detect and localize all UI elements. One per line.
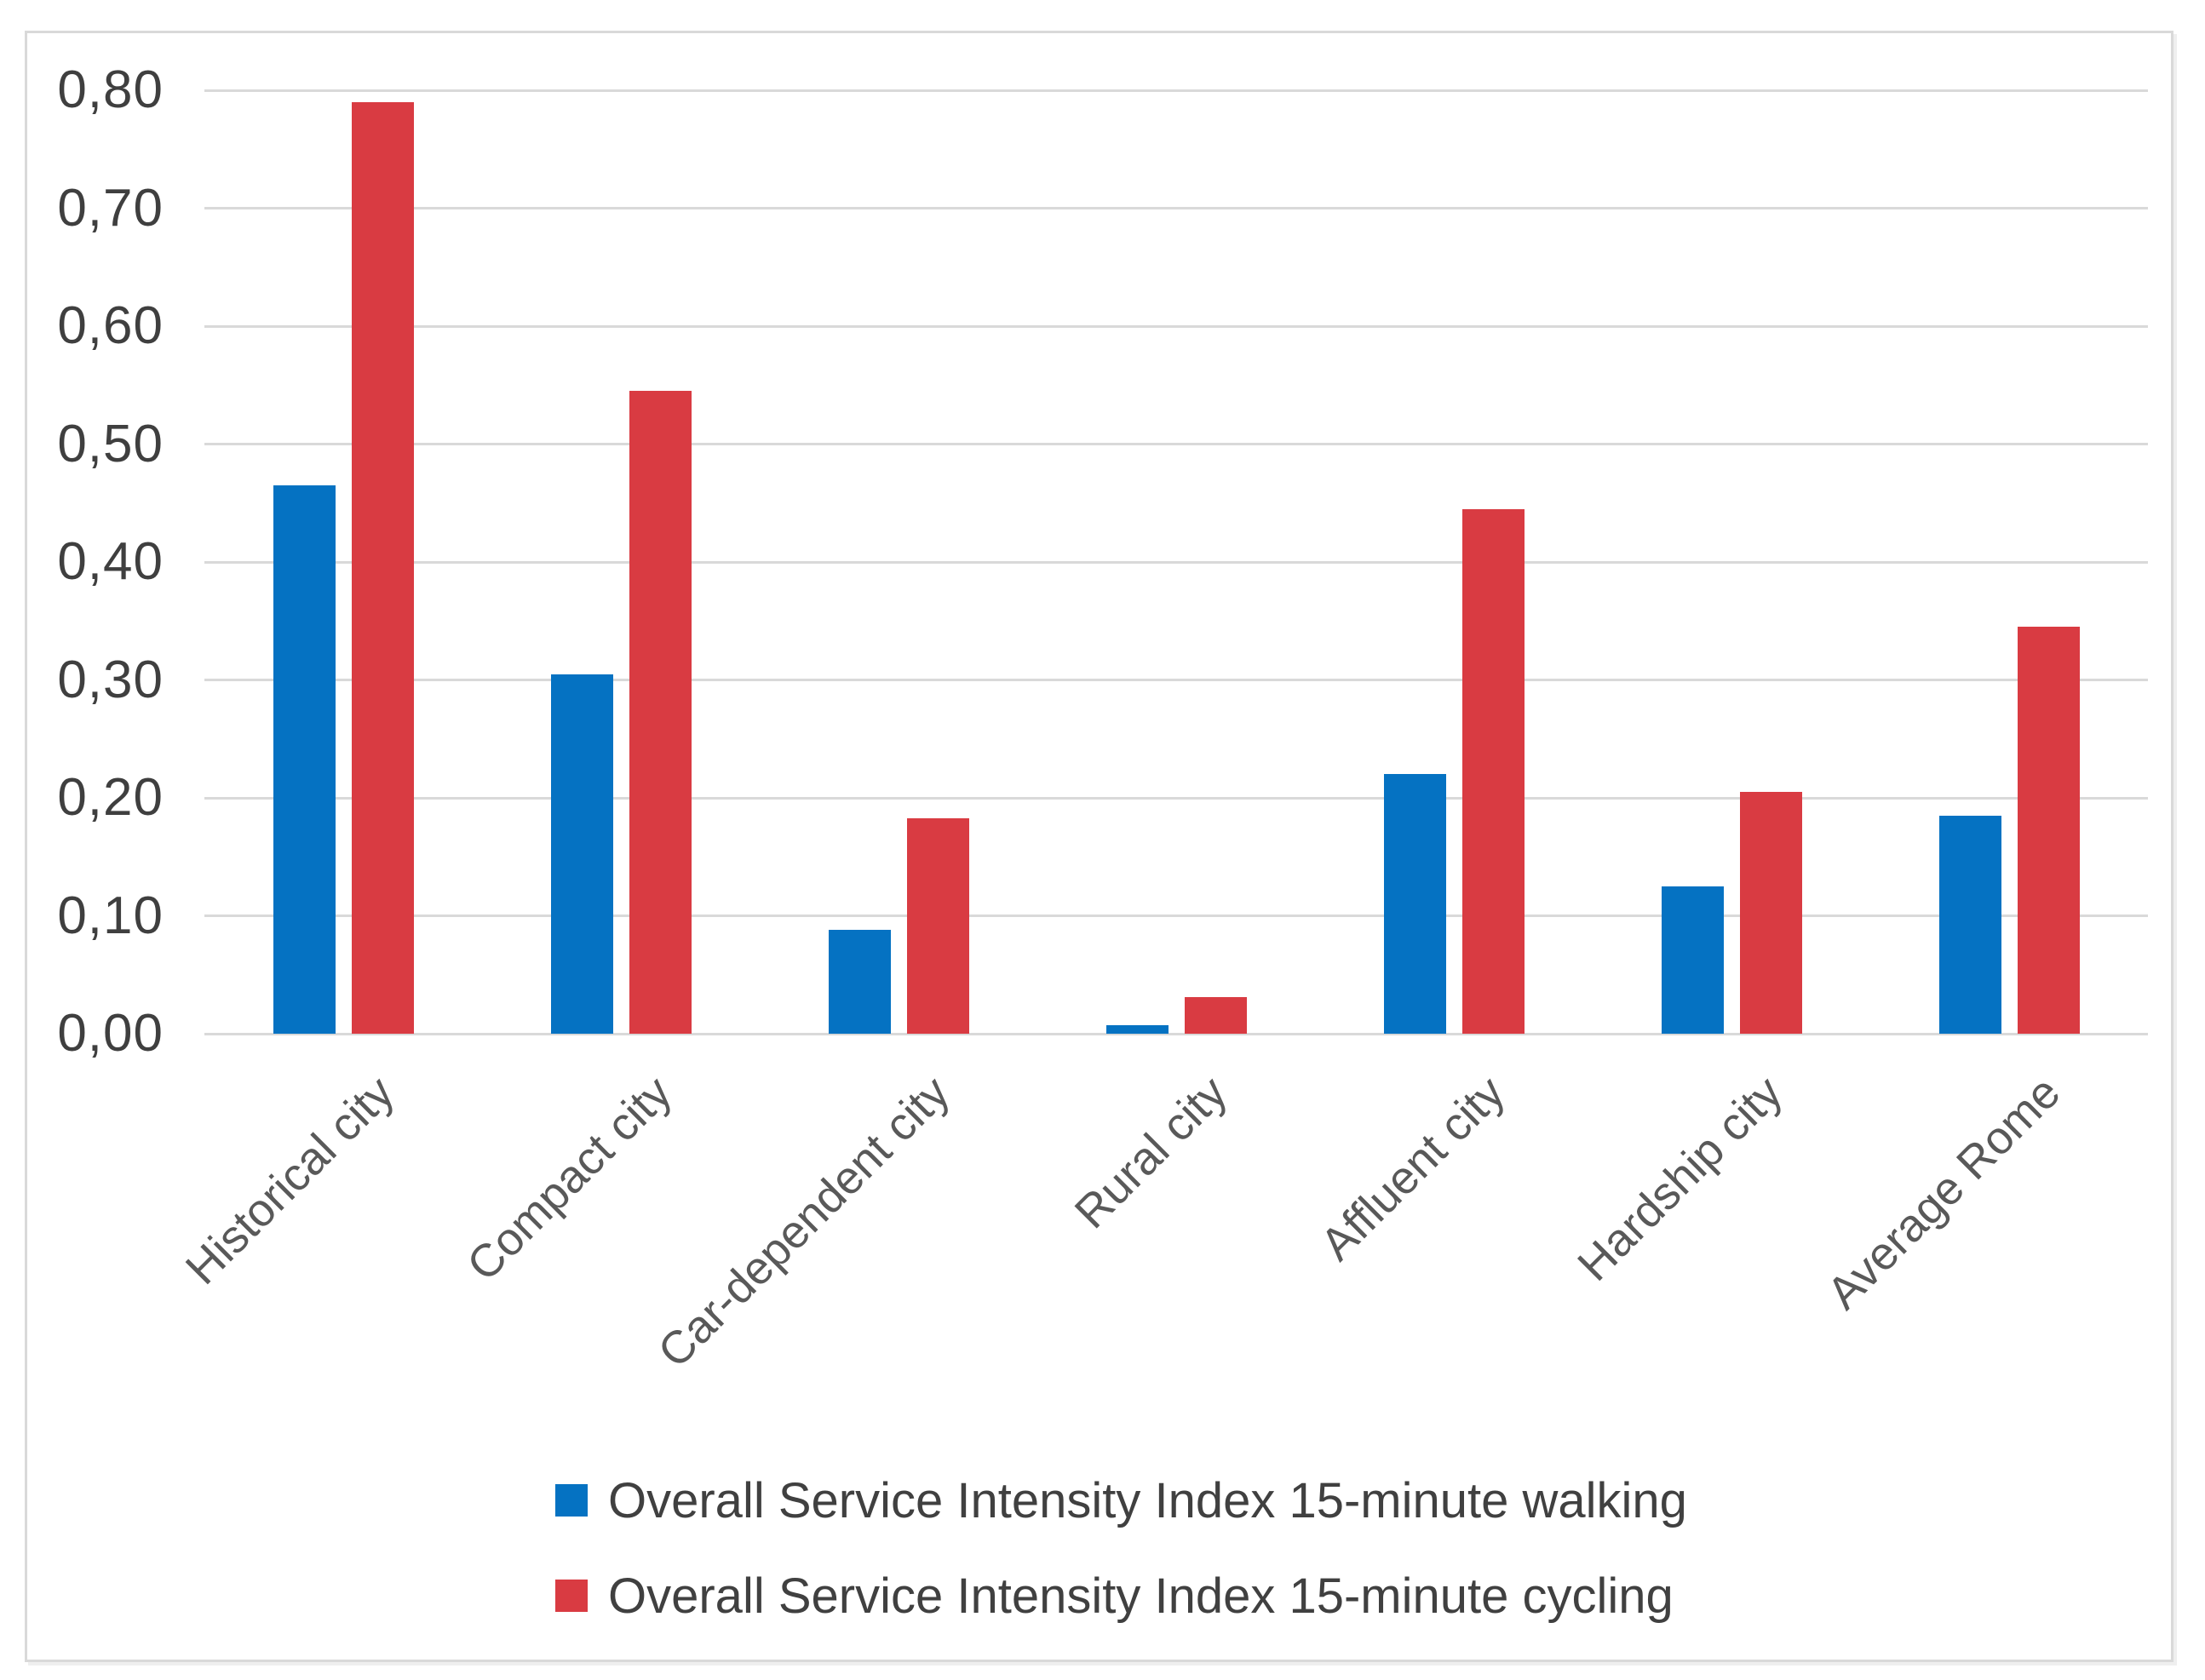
y-tick-label: 0,20: [57, 768, 164, 827]
legend: Overall Service Intensity Index 15-minut…: [555, 1470, 1687, 1660]
bar-walking-affluent-city[interactable]: [1384, 774, 1446, 1034]
bar-walking-historical-city[interactable]: [273, 485, 336, 1034]
legend-item-cycling[interactable]: Overall Service Intensity Index 15-minut…: [555, 1565, 1687, 1626]
gridline: [204, 207, 2148, 209]
gridline: [204, 679, 2148, 681]
legend-label: Overall Service Intensity Index 15-minut…: [608, 1472, 1687, 1528]
gridline: [204, 796, 2148, 800]
y-tick-label: 0,30: [57, 650, 164, 709]
bar-walking-compact-city[interactable]: [551, 674, 613, 1034]
gridline: [204, 915, 2148, 917]
bar-cycling-affluent-city[interactable]: [1462, 509, 1525, 1034]
gridline: [204, 560, 2148, 564]
bar-cycling-compact-city[interactable]: [629, 391, 692, 1034]
y-tick-label: 0,70: [57, 178, 164, 238]
y-tick-label: 0,00: [57, 1004, 164, 1063]
y-tick-label: 0,60: [57, 296, 164, 355]
gridline: [204, 89, 2148, 92]
bar-cycling-car-dependent-city[interactable]: [907, 818, 969, 1034]
legend-swatch-icon: [555, 1580, 588, 1612]
y-tick-label: 0,50: [57, 414, 164, 473]
gridline: [204, 1032, 2148, 1035]
legend-item-walking[interactable]: Overall Service Intensity Index 15-minut…: [555, 1470, 1687, 1531]
chart-plot-frame: [25, 31, 2173, 1662]
bar-walking-hardship-city[interactable]: [1662, 886, 1724, 1034]
bar-cycling-rural-city[interactable]: [1185, 997, 1247, 1034]
y-tick-label: 0,10: [57, 886, 164, 945]
legend-swatch-icon: [555, 1484, 588, 1517]
y-tick-label: 0,80: [57, 60, 164, 119]
gridline: [204, 324, 2148, 328]
bar-cycling-historical-city[interactable]: [352, 102, 414, 1034]
bar-walking-car-dependent-city[interactable]: [829, 930, 891, 1034]
y-tick-label: 0,40: [57, 532, 164, 591]
bar-walking-average-rome[interactable]: [1939, 816, 2001, 1034]
gridline: [204, 443, 2148, 445]
bar-cycling-hardship-city[interactable]: [1740, 792, 1802, 1034]
bar-cycling-average-rome[interactable]: [2018, 627, 2080, 1034]
bar-walking-rural-city[interactable]: [1106, 1025, 1169, 1034]
legend-label: Overall Service Intensity Index 15-minut…: [608, 1568, 1674, 1624]
